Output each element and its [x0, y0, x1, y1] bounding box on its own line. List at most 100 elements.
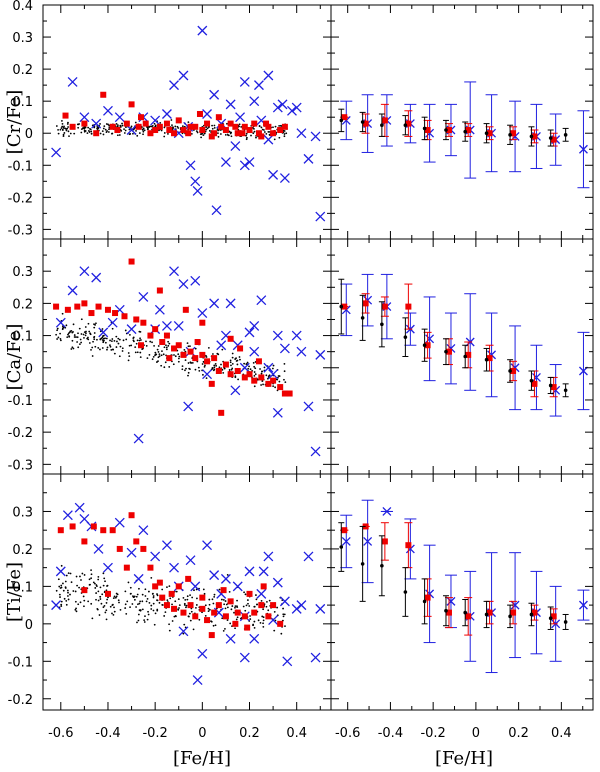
red-bin-mean — [550, 136, 557, 143]
field-dot — [163, 366, 166, 369]
blue-cross-point — [67, 285, 78, 296]
red-square-point — [180, 609, 187, 616]
field-bin-mean — [422, 599, 427, 604]
field-dot — [109, 605, 112, 608]
field-dot — [102, 584, 105, 587]
field-dot — [150, 125, 153, 128]
red-square-point — [182, 306, 189, 313]
blue-cross-point — [263, 362, 274, 373]
field-dot — [118, 134, 121, 136]
blue-bin-mean — [382, 507, 392, 516]
ytick-label: 0.2 — [12, 63, 33, 78]
panel-frames — [42, 4, 594, 711]
field-dot — [227, 134, 230, 137]
red-bin-mean — [486, 130, 493, 137]
field-dot — [240, 125, 243, 128]
field-dot — [73, 334, 76, 336]
field-bin-mean — [444, 128, 448, 132]
red-square-point — [109, 527, 116, 534]
field-dot — [236, 616, 239, 619]
field-dot — [109, 345, 112, 348]
field-dot — [217, 135, 220, 138]
field-dot — [103, 604, 106, 607]
field-dot — [230, 368, 233, 371]
field-bin-mean — [422, 343, 427, 348]
blue-cross-point — [315, 349, 326, 360]
field-dot — [228, 590, 231, 593]
field-dot — [243, 591, 245, 594]
field-dot — [116, 340, 118, 343]
field-dot — [69, 132, 72, 135]
blue-cross-point — [249, 320, 260, 331]
field-dot — [231, 356, 234, 359]
field-dot — [283, 370, 286, 373]
field-bin-mean — [548, 616, 553, 621]
field-dot — [195, 130, 198, 133]
field-dot — [84, 130, 87, 132]
field-dot — [115, 335, 118, 338]
red-square-point — [133, 316, 140, 323]
red-square-point — [246, 590, 253, 597]
blue-cross-point — [209, 298, 220, 309]
field-dot — [106, 346, 109, 349]
field-dot — [257, 619, 260, 622]
field-dot — [116, 134, 119, 137]
blue-cross-point — [282, 656, 293, 667]
ytick-label: -0.1 — [8, 394, 33, 409]
red-square-point — [140, 545, 147, 552]
field-dot — [55, 125, 58, 127]
field-dot — [239, 358, 241, 361]
field-dot — [169, 597, 172, 600]
field-dot — [278, 375, 281, 377]
field-dot — [111, 132, 114, 135]
blue-cross-point — [256, 588, 267, 599]
field-dot — [160, 354, 163, 357]
field-dot — [198, 369, 201, 372]
field-dot — [205, 356, 208, 358]
field-dot — [205, 377, 208, 380]
field-dot — [106, 130, 109, 132]
field-dot — [183, 604, 186, 606]
red-square-point — [246, 127, 253, 134]
red-square-point — [62, 112, 69, 119]
field-dot — [223, 603, 226, 606]
field-dot — [284, 625, 286, 628]
red-square-point — [208, 380, 215, 387]
blue-cross-point — [239, 76, 250, 87]
blue-bin-mean — [425, 334, 435, 344]
red-square-point — [258, 133, 265, 140]
field-dot — [69, 593, 71, 596]
field-dot — [196, 597, 198, 600]
field-dot — [102, 133, 105, 136]
field-dot — [111, 612, 113, 615]
blue-cross-point — [202, 369, 213, 380]
red-square-point — [277, 620, 284, 627]
field-dot — [150, 604, 153, 607]
red-square-point — [192, 123, 199, 130]
field-dot — [58, 593, 61, 596]
blue-bin-mean — [510, 600, 520, 610]
field-dot — [118, 601, 120, 604]
field-dot — [76, 341, 79, 343]
red-square-point — [64, 306, 71, 313]
field-dot — [235, 357, 237, 360]
red-square-point — [211, 130, 218, 137]
field-dot — [61, 312, 64, 315]
field-dot — [76, 336, 79, 339]
field-dot — [282, 615, 285, 618]
field-dot — [59, 339, 62, 342]
field-dot — [72, 330, 74, 333]
field-dot — [202, 588, 205, 591]
field-dot — [156, 593, 158, 595]
field-dot — [255, 594, 257, 596]
field-dot — [70, 348, 73, 350]
field-dot — [183, 348, 186, 351]
field-dot — [55, 333, 58, 336]
field-dot — [117, 337, 120, 340]
field-dot — [103, 125, 106, 128]
field-dot — [243, 362, 246, 365]
field-bin-mean — [548, 136, 553, 140]
red-square-point — [123, 564, 130, 571]
field-dot — [71, 339, 74, 342]
blue-cross-point — [268, 369, 279, 380]
